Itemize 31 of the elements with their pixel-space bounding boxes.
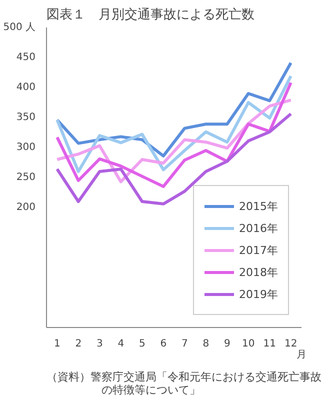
legend-label: 2017年 (239, 242, 278, 258)
x-tick-label: 7 (181, 338, 188, 350)
x-tick-label: 10 (242, 338, 255, 350)
x-tick-label: 9 (224, 338, 230, 350)
x-tick-label: 6 (160, 338, 167, 350)
x-tick-label: 11 (263, 338, 276, 350)
y-tick-label: 450 (16, 52, 36, 63)
y-tick-label: 350 (16, 112, 36, 123)
line-series (56, 81, 292, 188)
y-tick-label: 250 (16, 172, 36, 183)
x-tick-label: 2 (75, 338, 82, 350)
line-series (56, 61, 292, 158)
line-series (56, 98, 292, 184)
x-tick-label: 3 (96, 338, 103, 350)
legend-label: 2015年 (239, 198, 278, 214)
x-tick-label: 5 (138, 338, 146, 350)
x-tick-label: 8 (202, 338, 210, 350)
line-series (56, 74, 292, 173)
x-tick-label: 12 (284, 338, 298, 350)
x-tick-label: 1 (54, 338, 60, 350)
y-tick-label: 400 (16, 82, 36, 93)
chart-title: 図表１ 月別交通事故による死亡数 (46, 6, 254, 22)
legend-label: 2019年 (239, 286, 278, 302)
x-tick-label: 4 (118, 338, 124, 350)
y-tick-label: 300 (16, 142, 36, 153)
y-tick-label: 500 人 (3, 22, 36, 33)
legend-label: 2016年 (239, 220, 278, 236)
x-axis-title: 月 (296, 350, 306, 360)
y-tick-label: 200 (16, 202, 36, 213)
legend-label: 2018年 (239, 264, 278, 280)
text: （資料）警察庁交通局「令和元年における交通死亡事故の特徴等について」 (46, 370, 322, 396)
